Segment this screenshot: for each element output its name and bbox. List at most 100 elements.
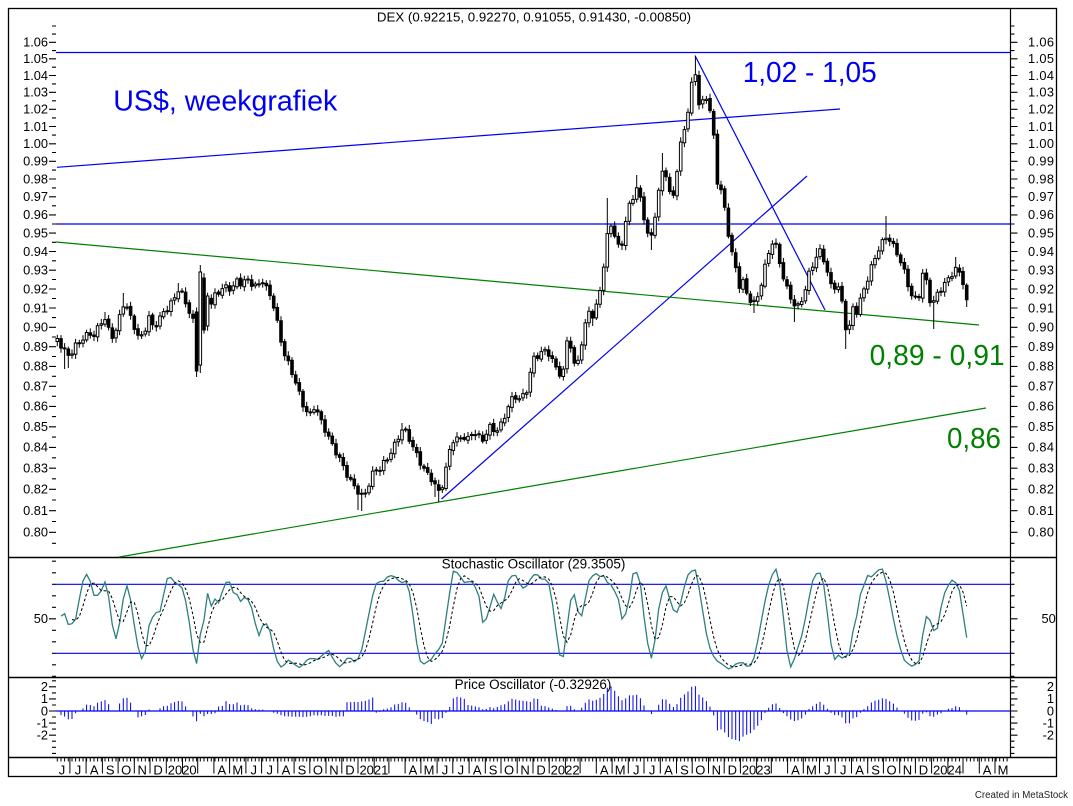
svg-text:J: J (442, 763, 449, 778)
svg-text:0.95: 0.95 (23, 225, 48, 240)
svg-text:0.85: 0.85 (23, 419, 48, 434)
svg-text:0.80: 0.80 (23, 525, 48, 540)
svg-text:0.84: 0.84 (1028, 440, 1054, 455)
svg-text:0.94: 0.94 (23, 244, 48, 259)
svg-text:A: A (855, 763, 864, 778)
svg-text:S: S (106, 763, 115, 778)
svg-text:A: A (217, 763, 226, 778)
svg-text:A: A (664, 763, 673, 778)
svg-text:0.88: 0.88 (23, 359, 48, 374)
svg-text:1: 1 (41, 691, 48, 706)
svg-text:0.81: 0.81 (23, 503, 48, 518)
svg-text:J: J (633, 763, 640, 778)
svg-text:0.96: 0.96 (1028, 207, 1054, 222)
svg-text:0.87: 0.87 (1028, 379, 1054, 394)
svg-text:0.99: 0.99 (1028, 154, 1054, 169)
svg-text:M: M (806, 763, 817, 778)
svg-text:1.00: 1.00 (1028, 136, 1054, 151)
svg-text:0,86: 0,86 (947, 423, 1001, 455)
svg-text:M: M (424, 763, 435, 778)
svg-text:A: A (983, 763, 992, 778)
svg-text:1.04: 1.04 (1028, 68, 1054, 83)
svg-text:0.82: 0.82 (1028, 482, 1054, 497)
svg-text:J: J (59, 763, 66, 778)
svg-text:M: M (615, 763, 626, 778)
svg-text:1.04: 1.04 (23, 68, 48, 83)
svg-text:0.90: 0.90 (1028, 320, 1054, 335)
svg-text:2020: 2020 (168, 763, 197, 778)
svg-text:0.97: 0.97 (1028, 189, 1054, 204)
svg-text:2: 2 (1047, 679, 1054, 694)
svg-text:N: N (903, 763, 912, 778)
svg-text:0.99: 0.99 (23, 154, 48, 169)
svg-text:N: N (712, 763, 721, 778)
svg-text:0.93: 0.93 (23, 263, 48, 278)
svg-text:0.83: 0.83 (23, 461, 48, 476)
svg-text:2021: 2021 (359, 763, 388, 778)
svg-text:O: O (313, 763, 323, 778)
svg-text:J: J (840, 763, 847, 778)
svg-text:D: D (153, 763, 162, 778)
svg-text:DEX (0.92215, 0.92270, 0.91055: DEX (0.92215, 0.92270, 0.91055, 0.91430,… (377, 10, 691, 25)
svg-text:0.80: 0.80 (1028, 525, 1054, 540)
svg-text:Stochastic Oscillator (29.3505: Stochastic Oscillator (29.3505) (442, 557, 626, 572)
svg-text:0.98: 0.98 (23, 171, 48, 186)
svg-text:M: M (232, 763, 243, 778)
svg-text:0: 0 (1047, 703, 1054, 718)
svg-text:1.03: 1.03 (1028, 85, 1054, 100)
svg-text:O: O (504, 763, 514, 778)
svg-text:1.03: 1.03 (23, 85, 48, 100)
svg-text:2023: 2023 (742, 763, 771, 778)
svg-text:A: A (473, 763, 482, 778)
svg-text:1.05: 1.05 (1028, 51, 1054, 66)
svg-text:D: D (345, 763, 354, 778)
svg-text:50: 50 (34, 611, 48, 626)
svg-text:-2: -2 (1043, 728, 1054, 743)
svg-text:A: A (600, 763, 609, 778)
svg-text:M: M (998, 763, 1009, 778)
svg-text:0.81: 0.81 (1028, 503, 1054, 518)
svg-text:Created in MetaStock: Created in MetaStock (975, 790, 1068, 801)
svg-text:0.83: 0.83 (1028, 461, 1054, 476)
svg-text:O: O (121, 763, 131, 778)
svg-text:1.02: 1.02 (1028, 102, 1054, 117)
svg-text:0.88: 0.88 (1028, 359, 1054, 374)
svg-text:0.92: 0.92 (23, 281, 48, 296)
svg-text:0.96: 0.96 (23, 207, 48, 222)
svg-text:0.98: 0.98 (1028, 171, 1054, 186)
svg-text:1,02 - 1,05: 1,02 - 1,05 (743, 57, 877, 89)
svg-text:Price Oscillator (-0.32926): Price Oscillator (-0.32926) (455, 677, 612, 692)
svg-text:D: D (919, 763, 928, 778)
svg-text:1.06: 1.06 (23, 35, 48, 50)
svg-text:1.01: 1.01 (1028, 119, 1054, 134)
svg-text:0.86: 0.86 (23, 399, 48, 414)
svg-text:US$, weekgrafiek: US$, weekgrafiek (113, 86, 337, 118)
svg-text:0,89 - 0,91: 0,89 - 0,91 (870, 340, 1005, 372)
svg-text:0.82: 0.82 (23, 482, 48, 497)
svg-text:0.89: 0.89 (1028, 339, 1054, 354)
svg-text:2: 2 (41, 679, 48, 694)
svg-text:1.01: 1.01 (23, 119, 48, 134)
svg-text:O: O (886, 763, 896, 778)
svg-text:J: J (824, 763, 831, 778)
svg-text:0.95: 0.95 (1028, 225, 1054, 240)
svg-text:50: 50 (1042, 611, 1056, 626)
svg-text:1.05: 1.05 (23, 51, 48, 66)
svg-text:0.91: 0.91 (1028, 300, 1054, 315)
svg-text:1.00: 1.00 (23, 136, 48, 151)
svg-text:2022: 2022 (551, 763, 580, 778)
svg-text:-1: -1 (1043, 715, 1054, 730)
svg-text:J: J (266, 763, 273, 778)
svg-text:J: J (250, 763, 257, 778)
svg-text:-2: -2 (37, 728, 48, 743)
svg-text:A: A (791, 763, 800, 778)
svg-text:N: N (520, 763, 529, 778)
svg-text:A: A (282, 763, 291, 778)
svg-text:A: A (409, 763, 418, 778)
svg-text:S: S (680, 763, 689, 778)
svg-text:J: J (458, 763, 465, 778)
svg-text:J: J (649, 763, 656, 778)
svg-text:D: D (728, 763, 737, 778)
svg-text:0.93: 0.93 (1028, 263, 1054, 278)
svg-text:S: S (489, 763, 498, 778)
